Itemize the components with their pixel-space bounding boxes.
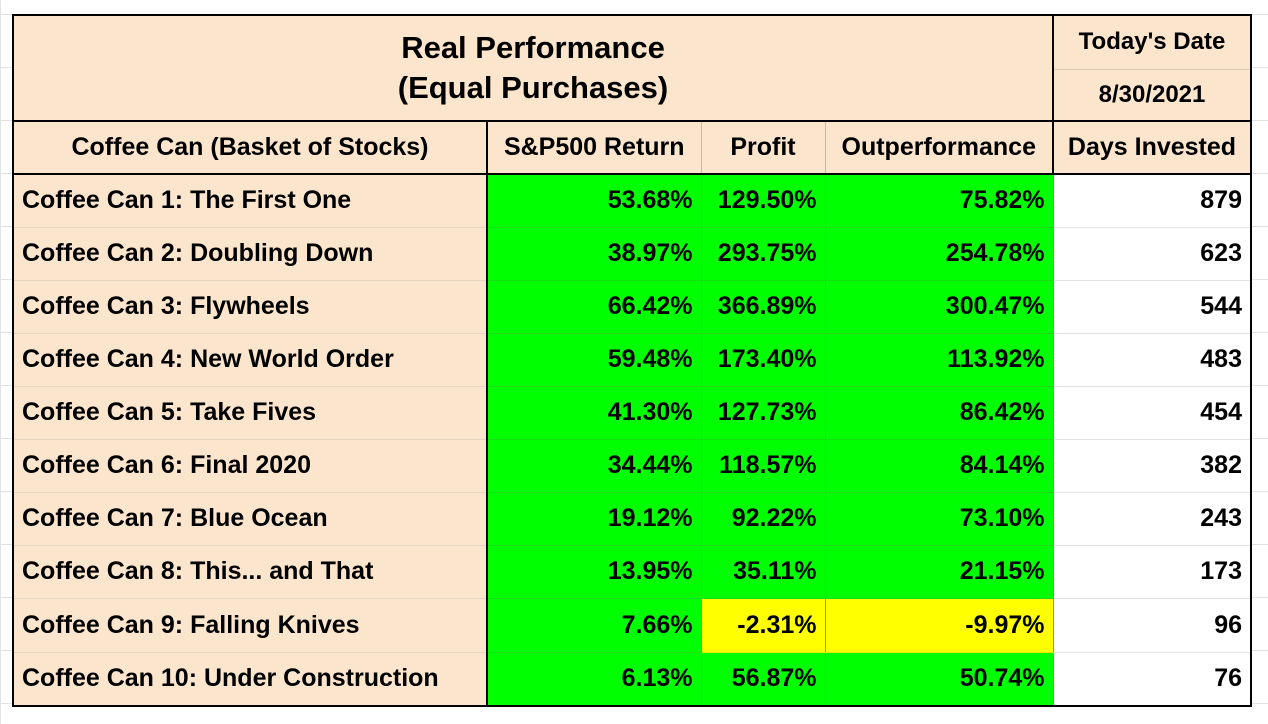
sp500-return-cell[interactable]: 66.42% bbox=[487, 280, 702, 334]
days-invested-cell[interactable]: 483 bbox=[1053, 333, 1251, 387]
table-title-line-2: (Equal Purchases) bbox=[397, 70, 669, 105]
table-row: Coffee Can 7: Blue Ocean 19.12% 92.22% 7… bbox=[13, 492, 1251, 546]
table-row: Coffee Can 2: Doubling Down 38.97% 293.7… bbox=[13, 227, 1251, 281]
todays-date-value[interactable]: 8/30/2021 bbox=[1053, 69, 1251, 122]
sp500-return-cell[interactable]: 19.12% bbox=[487, 492, 702, 546]
sp500-return-cell[interactable]: 38.97% bbox=[487, 227, 702, 281]
profit-cell[interactable]: 118.57% bbox=[701, 439, 826, 493]
days-invested-cell[interactable]: 623 bbox=[1053, 227, 1251, 281]
header-coffee-can[interactable]: Coffee Can (Basket of Stocks) bbox=[13, 121, 488, 175]
outperformance-cell[interactable]: 73.10% bbox=[825, 492, 1054, 546]
outperformance-cell[interactable]: 254.78% bbox=[825, 227, 1054, 281]
row-name[interactable]: Coffee Can 8: This... and That bbox=[13, 545, 488, 599]
sp500-return-cell[interactable]: 6.13% bbox=[487, 652, 702, 707]
row-name[interactable]: Coffee Can 2: Doubling Down bbox=[13, 227, 488, 281]
sp500-return-cell[interactable]: 41.30% bbox=[487, 386, 702, 440]
performance-table: Real Performance (Equal Purchases) Today… bbox=[12, 14, 1252, 707]
table-row: Coffee Can 10: Under Construction 6.13% … bbox=[13, 652, 1251, 707]
days-invested-cell[interactable]: 879 bbox=[1053, 174, 1251, 228]
table-row: Coffee Can 9: Falling Knives 7.66% -2.31… bbox=[13, 598, 1251, 653]
table-row: Coffee Can 4: New World Order 59.48% 173… bbox=[13, 333, 1251, 387]
days-invested-cell[interactable]: 243 bbox=[1053, 492, 1251, 546]
days-invested-cell[interactable]: 96 bbox=[1053, 598, 1251, 653]
outperformance-cell[interactable]: 50.74% bbox=[825, 652, 1054, 707]
outperformance-cell[interactable]: 300.47% bbox=[825, 280, 1054, 334]
table-title-line-1: Real Performance bbox=[401, 30, 665, 65]
sp500-return-cell[interactable]: 34.44% bbox=[487, 439, 702, 493]
outperformance-cell[interactable]: 21.15% bbox=[825, 545, 1054, 599]
todays-date-label[interactable]: Today's Date bbox=[1053, 15, 1251, 70]
table-row: Coffee Can 5: Take Fives 41.30% 127.73% … bbox=[13, 386, 1251, 440]
header-profit[interactable]: Profit bbox=[701, 121, 826, 175]
profit-cell[interactable]: 35.11% bbox=[701, 545, 826, 599]
header-outperformance[interactable]: Outperformance bbox=[825, 121, 1054, 175]
days-invested-cell[interactable]: 544 bbox=[1053, 280, 1251, 334]
row-name[interactable]: Coffee Can 4: New World Order bbox=[13, 333, 488, 387]
days-invested-cell[interactable]: 454 bbox=[1053, 386, 1251, 440]
table-row: Coffee Can 8: This... and That 13.95% 35… bbox=[13, 545, 1251, 599]
profit-cell[interactable]: -2.31% bbox=[701, 598, 826, 653]
row-name[interactable]: Coffee Can 7: Blue Ocean bbox=[13, 492, 488, 546]
table-row: Coffee Can 6: Final 2020 34.44% 118.57% … bbox=[13, 439, 1251, 493]
days-invested-cell[interactable]: 382 bbox=[1053, 439, 1251, 493]
row-name[interactable]: Coffee Can 10: Under Construction bbox=[13, 652, 488, 707]
profit-cell[interactable]: 173.40% bbox=[701, 333, 826, 387]
outperformance-cell[interactable]: 84.14% bbox=[825, 439, 1054, 493]
header-sp500-return[interactable]: S&P500 Return bbox=[487, 121, 702, 175]
days-invested-cell[interactable]: 173 bbox=[1053, 545, 1251, 599]
profit-cell[interactable]: 92.22% bbox=[701, 492, 826, 546]
table-row: Coffee Can 1: The First One 53.68% 129.5… bbox=[13, 174, 1251, 228]
days-invested-cell[interactable]: 76 bbox=[1053, 652, 1251, 707]
row-name[interactable]: Coffee Can 9: Falling Knives bbox=[13, 598, 488, 653]
sp500-return-cell[interactable]: 13.95% bbox=[487, 545, 702, 599]
profit-cell[interactable]: 293.75% bbox=[701, 227, 826, 281]
header-days-invested[interactable]: Days Invested bbox=[1053, 121, 1251, 175]
sp500-return-cell[interactable]: 59.48% bbox=[487, 333, 702, 387]
outperformance-cell[interactable]: 75.82% bbox=[825, 174, 1054, 228]
profit-cell[interactable]: 56.87% bbox=[701, 652, 826, 707]
profit-cell[interactable]: 127.73% bbox=[701, 386, 826, 440]
profit-cell[interactable]: 366.89% bbox=[701, 280, 826, 334]
outperformance-cell[interactable]: 113.92% bbox=[825, 333, 1054, 387]
table-title-cell[interactable]: Real Performance (Equal Purchases) bbox=[13, 15, 1054, 122]
sp500-return-cell[interactable]: 53.68% bbox=[487, 174, 702, 228]
row-name[interactable]: Coffee Can 5: Take Fives bbox=[13, 386, 488, 440]
row-name[interactable]: Coffee Can 6: Final 2020 bbox=[13, 439, 488, 493]
table-row: Coffee Can 3: Flywheels 66.42% 366.89% 3… bbox=[13, 280, 1251, 334]
profit-cell[interactable]: 129.50% bbox=[701, 174, 826, 228]
row-name[interactable]: Coffee Can 1: The First One bbox=[13, 174, 488, 228]
outperformance-cell[interactable]: -9.97% bbox=[825, 598, 1054, 653]
sp500-return-cell[interactable]: 7.66% bbox=[487, 598, 702, 653]
row-name[interactable]: Coffee Can 3: Flywheels bbox=[13, 280, 488, 334]
outperformance-cell[interactable]: 86.42% bbox=[825, 386, 1054, 440]
